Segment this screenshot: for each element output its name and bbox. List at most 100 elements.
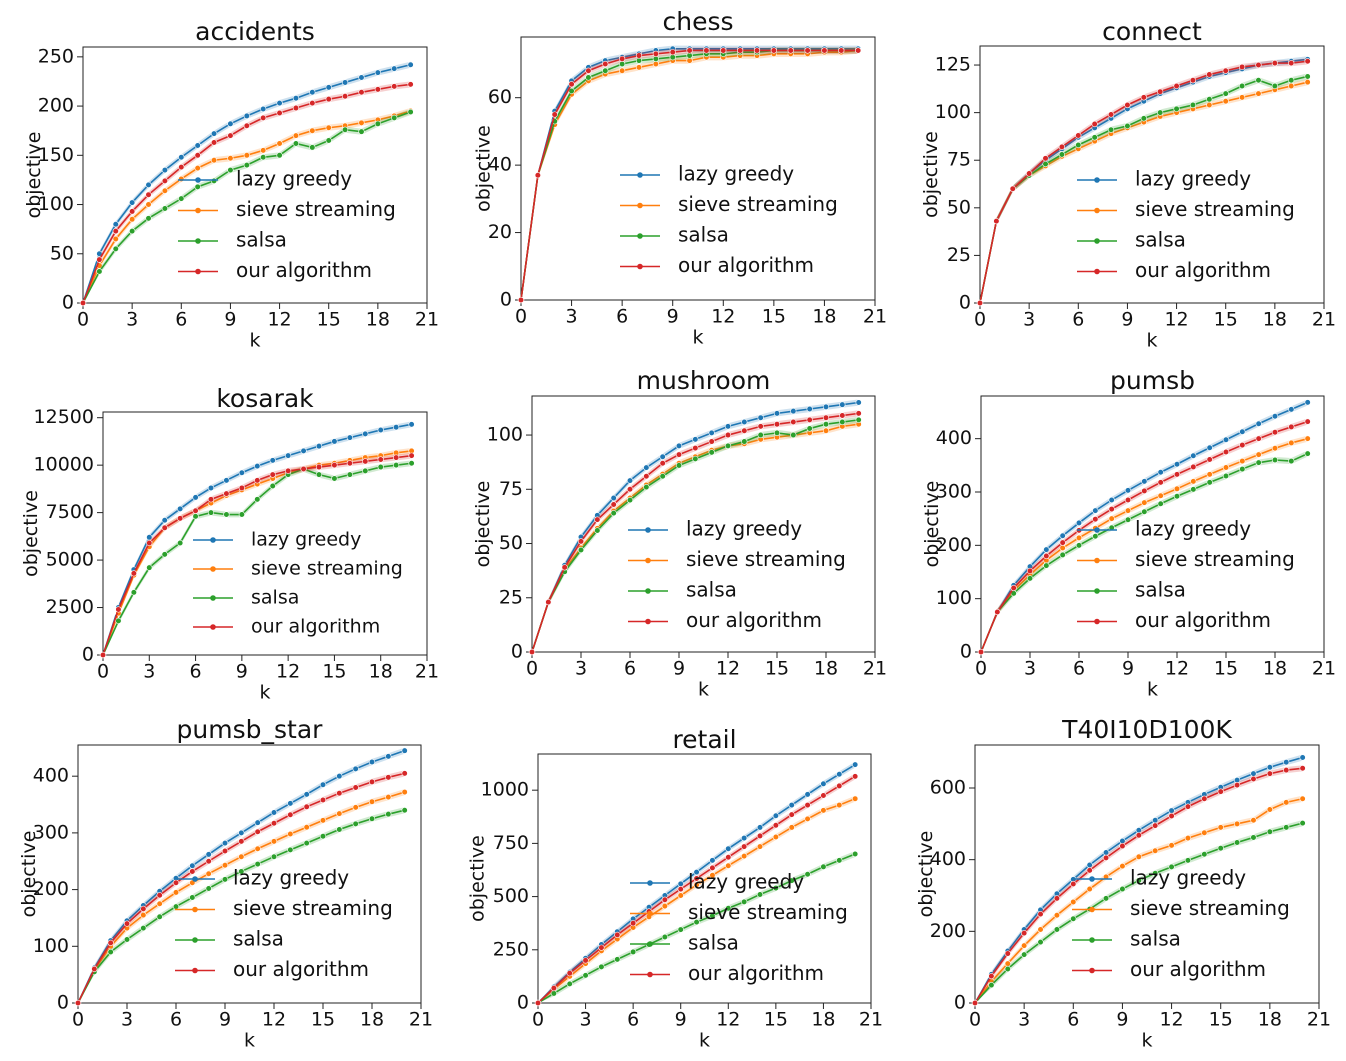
data-point [1004, 965, 1011, 973]
data-point [254, 477, 261, 484]
data-point [724, 431, 732, 439]
y-tick-label: 300 [936, 481, 972, 503]
x-tick-label: 18 [812, 306, 836, 328]
data-point [238, 838, 245, 845]
x-tick-label: 9 [236, 661, 248, 683]
data-point [358, 128, 365, 135]
x-tick-label: 6 [627, 1009, 639, 1031]
data-point [790, 431, 797, 439]
data-point [385, 774, 392, 781]
data-point [1238, 94, 1246, 101]
plot-frame [974, 744, 1320, 1004]
data-point [292, 95, 300, 102]
chart-title: T40I10D100K [1061, 715, 1232, 744]
x-tick-label: 21 [859, 1009, 883, 1031]
y-tick-label: 50 [499, 532, 523, 554]
legend-marker [195, 238, 201, 244]
legend-label: our algorithm [1130, 957, 1266, 981]
x-tick-label: 21 [1307, 1009, 1331, 1031]
y-tick-label: 300 [33, 821, 69, 843]
y-tick-label: 200 [38, 95, 74, 117]
data-point [238, 868, 245, 875]
data-point [804, 791, 811, 798]
legend: lazy greedy sieve streaming salsa our algor… [1077, 167, 1295, 282]
data-point [725, 845, 732, 852]
data-point [401, 807, 408, 814]
data-point [1184, 857, 1192, 864]
y-tick-label: 50 [50, 242, 74, 264]
data-point [1299, 820, 1306, 827]
data-point [772, 884, 779, 892]
data-point [614, 956, 621, 963]
data-point [1152, 822, 1159, 829]
legend-marker [192, 967, 198, 974]
data-point [1075, 534, 1083, 541]
data-point [756, 843, 764, 850]
legend-label: sieve streaming [1135, 197, 1295, 221]
data-point [177, 539, 184, 547]
data-point [626, 486, 634, 493]
data-point [836, 782, 843, 790]
data-point [1053, 895, 1061, 902]
data-point [393, 424, 400, 431]
data-point [285, 452, 292, 459]
data-point [852, 761, 859, 768]
x-tick-label: 15 [1209, 1009, 1233, 1031]
data-point [1304, 399, 1311, 406]
data-point [1037, 911, 1044, 918]
y-tick-label: 250 [38, 45, 74, 67]
x-tick-label: 12 [711, 306, 735, 328]
legend-marker [647, 910, 653, 917]
y-tick-label: 0 [954, 992, 966, 1014]
x-tick-label: 0 [72, 1009, 84, 1031]
data-point [773, 421, 781, 428]
data-point [661, 933, 668, 941]
data-point [1304, 418, 1311, 425]
x-tick-label: 15 [1214, 658, 1238, 680]
data-point [788, 801, 795, 809]
chart-pumsb_star: pumsb_star 0 3 6 9 12 15 18 21 0 100 200 300 400 k obje… [18, 715, 433, 1052]
data-point [269, 482, 276, 490]
plot-frame [520, 36, 876, 301]
x-tick-label: 21 [409, 1009, 433, 1031]
data-point [1190, 486, 1197, 493]
x-tick-label: 0 [532, 1009, 544, 1031]
data-point [602, 60, 609, 68]
y-tick-label: 50 [947, 196, 971, 218]
data-point [855, 416, 862, 423]
legend-marker [192, 876, 198, 882]
data-point [192, 507, 199, 514]
data-point [145, 181, 152, 188]
data-point [205, 870, 212, 877]
data-point [1124, 496, 1132, 504]
data-point [331, 438, 338, 445]
data-point [1222, 464, 1230, 471]
legend-marker [1094, 527, 1100, 533]
data-point [566, 980, 573, 987]
data-point [319, 817, 327, 824]
data-point [352, 765, 359, 772]
x-tick-label: 12 [267, 309, 291, 331]
data-point [1043, 552, 1050, 560]
data-point [1299, 754, 1306, 761]
y-tick-label: 10000 [34, 454, 94, 476]
data-point [1233, 820, 1241, 827]
data-point [1026, 170, 1033, 177]
legend-marker [192, 937, 198, 943]
chart-title: kosarak [216, 384, 314, 413]
data-point [1222, 436, 1230, 443]
y-axis-label: objective [467, 835, 489, 922]
data-point [1059, 551, 1066, 559]
data-point [1206, 471, 1213, 478]
data-point [619, 55, 626, 63]
legend-marker [647, 971, 653, 978]
data-point [276, 100, 283, 107]
chart-connect: connect 0 3 6 9 12 15 18 21 0 25 50 75 100 125 k objecti… [920, 17, 1336, 352]
data-point [1222, 448, 1230, 456]
x-tick-label: 9 [673, 658, 685, 680]
data-point [1255, 61, 1262, 69]
data-point [1119, 863, 1126, 870]
data-point [1173, 105, 1180, 112]
data-point [358, 74, 365, 81]
data-point [270, 809, 278, 816]
